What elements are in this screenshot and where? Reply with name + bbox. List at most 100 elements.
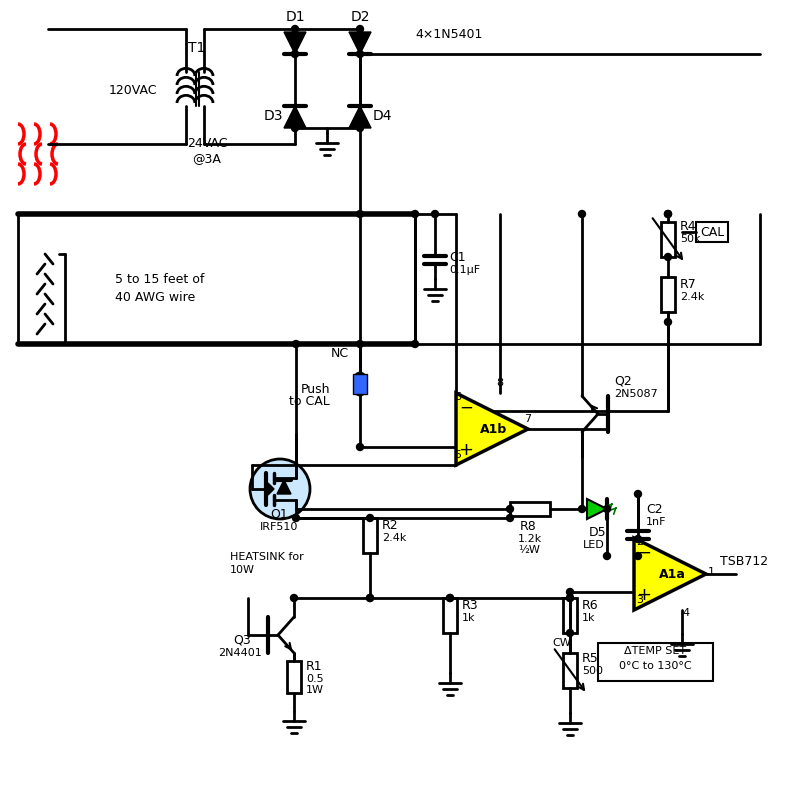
Text: 7: 7 bbox=[524, 414, 531, 423]
Text: +: + bbox=[458, 440, 474, 459]
Text: R1: R1 bbox=[306, 659, 322, 672]
Circle shape bbox=[665, 319, 671, 326]
Bar bbox=[563, 653, 577, 688]
Circle shape bbox=[366, 515, 374, 522]
Circle shape bbox=[357, 125, 363, 132]
Circle shape bbox=[357, 26, 363, 34]
Text: D2: D2 bbox=[350, 10, 370, 24]
Text: R4: R4 bbox=[680, 220, 697, 233]
Text: R8: R8 bbox=[520, 520, 537, 533]
Circle shape bbox=[291, 125, 298, 132]
Circle shape bbox=[566, 595, 574, 602]
Text: Q3: Q3 bbox=[233, 634, 250, 646]
Circle shape bbox=[411, 211, 418, 218]
Text: 3: 3 bbox=[636, 594, 643, 604]
Text: 4×1N5401: 4×1N5401 bbox=[415, 28, 482, 41]
Bar bbox=[510, 502, 550, 516]
Text: 0.5: 0.5 bbox=[306, 673, 324, 683]
Circle shape bbox=[357, 444, 363, 451]
Text: 5: 5 bbox=[454, 449, 462, 460]
Bar bbox=[443, 598, 457, 634]
Polygon shape bbox=[587, 500, 607, 520]
Text: Push: Push bbox=[301, 383, 330, 395]
Text: 2.4k: 2.4k bbox=[680, 292, 704, 302]
Circle shape bbox=[603, 553, 610, 560]
Text: 500: 500 bbox=[582, 665, 603, 675]
Circle shape bbox=[634, 491, 642, 498]
Text: R3: R3 bbox=[462, 598, 478, 611]
Circle shape bbox=[665, 211, 671, 218]
Circle shape bbox=[578, 211, 586, 218]
Polygon shape bbox=[349, 107, 371, 129]
Circle shape bbox=[634, 536, 642, 543]
Text: D3: D3 bbox=[263, 109, 282, 123]
Text: −: − bbox=[637, 543, 651, 561]
Text: 1.2k: 1.2k bbox=[518, 533, 542, 543]
Circle shape bbox=[366, 595, 374, 602]
Text: ΔTEMP SET: ΔTEMP SET bbox=[624, 645, 686, 655]
Text: 40 AWG wire: 40 AWG wire bbox=[115, 291, 195, 304]
Bar bbox=[661, 277, 675, 313]
Text: D4: D4 bbox=[372, 109, 392, 123]
Text: Q2: Q2 bbox=[614, 375, 632, 387]
Circle shape bbox=[411, 341, 418, 348]
Polygon shape bbox=[268, 484, 274, 496]
Text: C2: C2 bbox=[646, 502, 662, 516]
Polygon shape bbox=[284, 107, 306, 129]
Text: 2N4401: 2N4401 bbox=[218, 647, 262, 657]
Text: 1k: 1k bbox=[462, 612, 475, 622]
Text: C1: C1 bbox=[449, 251, 466, 264]
Text: R2: R2 bbox=[382, 518, 398, 532]
Bar bbox=[598, 643, 713, 681]
Circle shape bbox=[357, 211, 363, 218]
Text: R6: R6 bbox=[582, 598, 598, 611]
Text: 1W: 1W bbox=[306, 684, 324, 695]
Text: 1: 1 bbox=[708, 566, 715, 577]
Circle shape bbox=[250, 460, 310, 520]
Circle shape bbox=[634, 553, 642, 560]
Circle shape bbox=[506, 506, 514, 512]
Circle shape bbox=[431, 211, 438, 218]
Text: 6: 6 bbox=[454, 391, 462, 402]
Text: R7: R7 bbox=[680, 277, 697, 290]
Text: A1b: A1b bbox=[480, 423, 508, 436]
Circle shape bbox=[291, 26, 298, 34]
Circle shape bbox=[665, 254, 671, 261]
Text: CW: CW bbox=[552, 638, 570, 647]
Text: LED: LED bbox=[583, 539, 605, 549]
Text: 2N5087: 2N5087 bbox=[614, 388, 658, 399]
Text: IRF510: IRF510 bbox=[260, 521, 298, 532]
Text: HEATSINK for: HEATSINK for bbox=[230, 551, 304, 561]
Polygon shape bbox=[634, 538, 706, 610]
Polygon shape bbox=[284, 33, 306, 55]
Circle shape bbox=[603, 506, 610, 512]
Circle shape bbox=[506, 515, 514, 522]
Text: 2.4k: 2.4k bbox=[382, 533, 406, 542]
Text: D5: D5 bbox=[589, 525, 606, 538]
Text: 120VAC: 120VAC bbox=[109, 83, 158, 96]
Bar bbox=[696, 223, 728, 243]
Text: 0°C to 130°C: 0°C to 130°C bbox=[618, 660, 691, 670]
Text: TSB712: TSB712 bbox=[720, 554, 768, 567]
Circle shape bbox=[293, 515, 299, 522]
Circle shape bbox=[291, 51, 298, 59]
Circle shape bbox=[566, 589, 574, 596]
Text: +: + bbox=[637, 585, 651, 603]
Circle shape bbox=[566, 630, 574, 637]
Text: CAL: CAL bbox=[700, 226, 724, 239]
Text: A1a: A1a bbox=[658, 568, 686, 581]
Text: 10W: 10W bbox=[230, 565, 255, 574]
Circle shape bbox=[293, 341, 299, 348]
Text: ½W: ½W bbox=[518, 545, 540, 554]
Text: 50k: 50k bbox=[680, 233, 701, 244]
Circle shape bbox=[446, 595, 454, 602]
Text: R5: R5 bbox=[582, 651, 598, 664]
Circle shape bbox=[566, 595, 574, 602]
Polygon shape bbox=[277, 480, 291, 494]
Text: 5 to 15 feet of: 5 to 15 feet of bbox=[115, 273, 204, 286]
Circle shape bbox=[446, 595, 454, 602]
Text: 8: 8 bbox=[497, 378, 503, 387]
Text: T1: T1 bbox=[188, 41, 206, 55]
Bar bbox=[353, 375, 367, 395]
Text: NC: NC bbox=[331, 346, 349, 359]
